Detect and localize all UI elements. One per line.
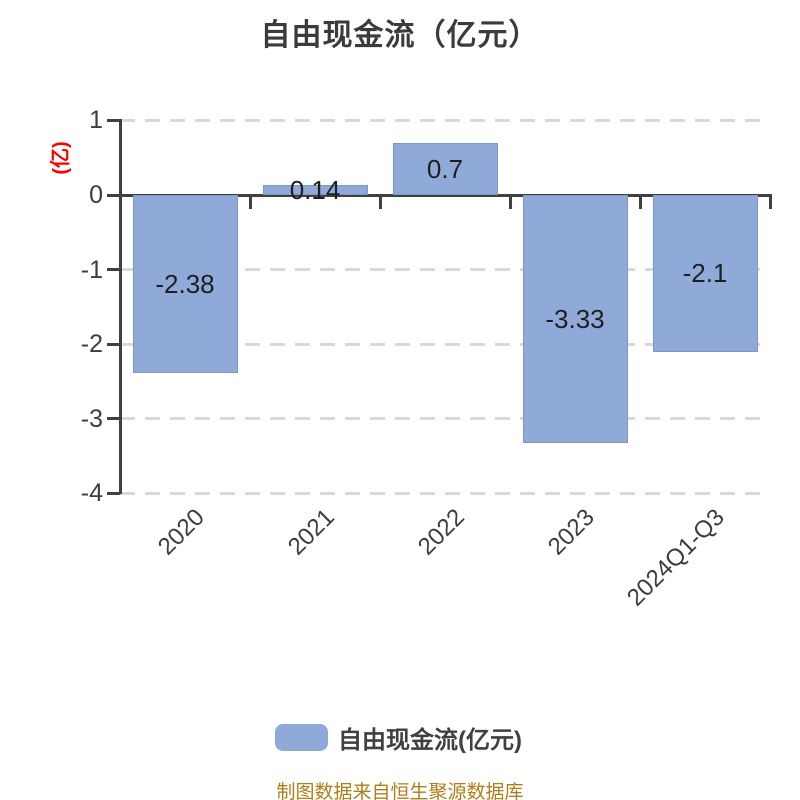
y-axis-line xyxy=(118,119,122,494)
x-tick-boundary-4 xyxy=(638,196,642,209)
y-tick--2 xyxy=(107,342,120,346)
x-tick-boundary-1 xyxy=(248,196,252,209)
legend-item-free-cash-flow[interactable]: 自由现金流(亿元) xyxy=(275,720,522,754)
gridline-y--4 xyxy=(120,491,770,495)
y-tick-label--1: -1 xyxy=(80,255,103,284)
y-tick-label-0: 0 xyxy=(89,181,103,209)
x-axis-zero-line xyxy=(120,193,772,197)
value-label-2023: -3.33 xyxy=(545,304,605,335)
value-label-2020: -2.38 xyxy=(155,268,215,299)
data-source-note: 制图数据来自恒生聚源数据库 xyxy=(276,782,524,800)
y-tick-0 xyxy=(107,193,120,197)
value-label-2024Q1-Q3: -2.1 xyxy=(682,258,728,289)
legend-label: 自由现金流(亿元) xyxy=(338,726,522,754)
value-label-2021: 0.14 xyxy=(289,174,341,205)
bar-2020[interactable] xyxy=(132,195,238,373)
gridline-y--2 xyxy=(120,342,770,346)
x-tick-boundary-2 xyxy=(378,196,382,209)
y-tick--4 xyxy=(107,491,120,495)
value-label-2022: 0.7 xyxy=(426,153,464,184)
y-tick-label--2: -2 xyxy=(80,330,103,359)
gridline-y--1 xyxy=(120,268,770,272)
legend-swatch xyxy=(275,723,328,751)
x-tick-boundary-3 xyxy=(508,196,512,209)
bar-2024Q1-Q3[interactable] xyxy=(652,195,758,352)
y-tick-label--3: -3 xyxy=(80,404,103,433)
y-tick-label--4: -4 xyxy=(80,479,103,508)
x-tick-boundary-5 xyxy=(768,196,772,209)
y-tick-1 xyxy=(107,118,120,122)
gridline-y-1 xyxy=(120,118,770,122)
x-tick-boundary-0 xyxy=(118,196,122,209)
bar-2021[interactable] xyxy=(262,184,368,195)
bar-2022[interactable] xyxy=(392,142,498,195)
y-tick-label-1: 1 xyxy=(89,106,103,135)
bar-2023[interactable] xyxy=(522,195,628,444)
y-tick--1 xyxy=(107,268,120,272)
gridline-y--3 xyxy=(120,417,770,421)
chart-title: 自由现金流（亿元） xyxy=(260,19,540,52)
y-tick--3 xyxy=(107,417,120,421)
